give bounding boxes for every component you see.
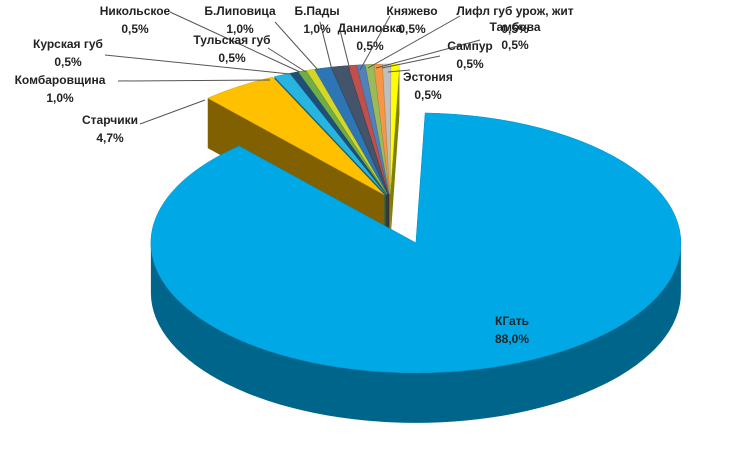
slice-value-label: 0,5% — [218, 51, 246, 65]
slice-value-label: 1,0% — [46, 91, 74, 105]
leader-line — [169, 11, 301, 73]
slice-value-label: 0,5% — [54, 55, 82, 69]
leader-line — [319, 21, 333, 71]
slice-label: Даниловка — [338, 21, 403, 35]
leader-line — [139, 99, 206, 125]
slice — [273, 73, 387, 195]
slice-value-label: 0,5% — [501, 38, 529, 52]
slice-value-label: 0,5% — [121, 22, 149, 36]
slice-label: Тульская губ — [193, 33, 270, 47]
slice — [356, 64, 390, 195]
slice — [297, 70, 388, 195]
leader-line — [339, 29, 351, 71]
slice-side — [150, 242, 681, 423]
leader-line — [359, 15, 391, 71]
slice — [207, 76, 385, 196]
leader-line — [274, 21, 319, 71]
slice-value-label: 1,0% — [226, 22, 254, 36]
leader-line — [267, 47, 307, 73]
slice-label: Старчики — [82, 113, 138, 127]
slice-label: Б.Пады — [294, 4, 339, 18]
leader-line — [381, 55, 441, 69]
slice — [365, 63, 390, 195]
leader-line — [367, 15, 461, 69]
slice-label: Сампур — [447, 39, 492, 53]
leader-line — [375, 39, 481, 69]
slice-label: Курская губ — [33, 37, 103, 51]
slice-value-label: 4,7% — [96, 131, 124, 145]
slice-value-label: 0,5% — [398, 22, 426, 36]
slice — [305, 69, 388, 195]
leader-line — [117, 79, 271, 82]
slice-label: Б.Липовица — [204, 4, 276, 18]
slice-value-label: 88,0% — [495, 332, 529, 346]
slice-wall — [390, 64, 400, 245]
slice-label: Княжево — [386, 4, 437, 18]
slice-label: Лифл губ урож, жит — [456, 4, 573, 18]
slice-label: Комбаровщина — [15, 73, 106, 87]
slice-value-label: 0,5% — [456, 57, 484, 71]
slice-value-label: 0,5% — [414, 88, 442, 102]
slice — [347, 64, 389, 195]
slice-value-label: 1,0% — [303, 22, 331, 36]
slice — [314, 66, 388, 195]
slice-label: Эстония — [403, 70, 453, 84]
slice-label: Тамбова — [489, 20, 540, 34]
slice-value-label: 0,5% — [356, 39, 384, 53]
slice-value-label: 0,5% — [501, 22, 529, 36]
leader-line — [104, 54, 291, 75]
slice-label: КГать — [495, 314, 529, 328]
slice-label: Никольское — [100, 4, 171, 18]
leader-line — [387, 69, 411, 73]
slice — [289, 71, 387, 195]
slice — [150, 112, 682, 374]
